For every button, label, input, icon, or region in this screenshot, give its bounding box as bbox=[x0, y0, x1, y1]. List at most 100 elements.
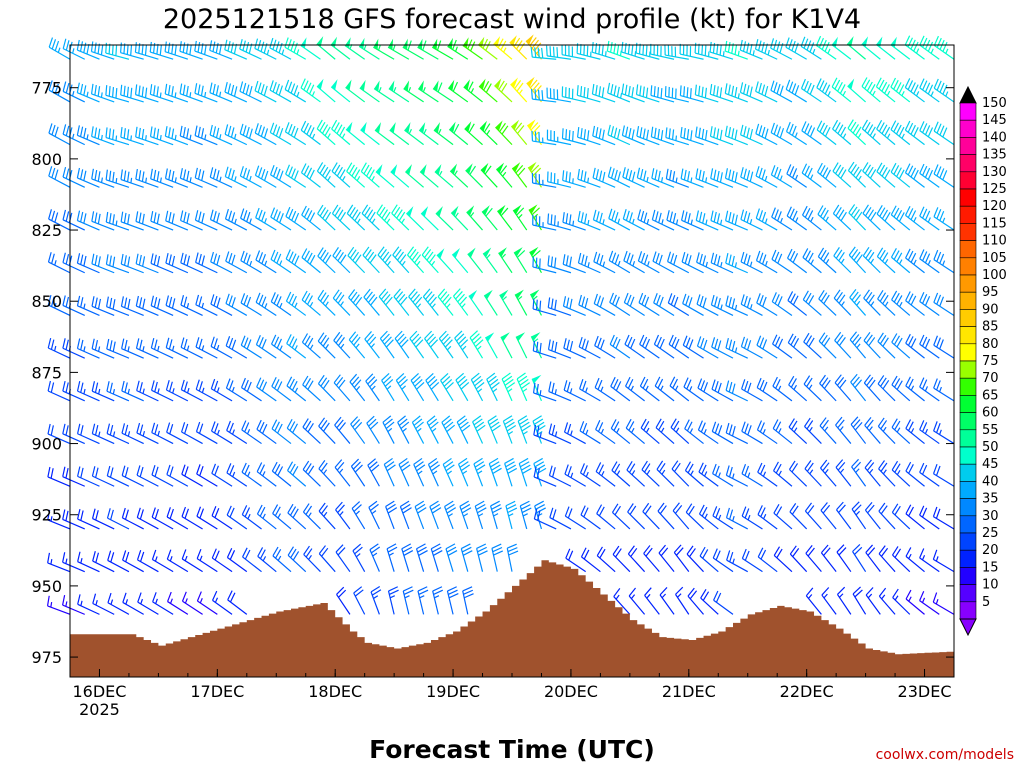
barb-shaft bbox=[488, 463, 498, 487]
wind-barb bbox=[696, 336, 719, 359]
barb-half-feather bbox=[201, 345, 205, 351]
barb-half-feather bbox=[747, 472, 751, 478]
barb-feather bbox=[54, 212, 59, 223]
barb-feather bbox=[862, 162, 869, 172]
barb-feather bbox=[469, 330, 479, 339]
barb-feather bbox=[164, 126, 168, 137]
barb-half-feather bbox=[827, 48, 831, 54]
barb-half-feather bbox=[749, 304, 753, 310]
barb-feather bbox=[135, 338, 140, 349]
barb-feather bbox=[740, 294, 745, 305]
wind-barb bbox=[622, 167, 645, 188]
barb-shaft bbox=[770, 47, 793, 60]
barb-feather bbox=[628, 85, 631, 97]
barb-feather bbox=[243, 294, 249, 305]
barb-feather bbox=[62, 338, 66, 349]
barb-feather bbox=[396, 333, 405, 342]
barb-feather bbox=[597, 337, 602, 348]
barb-feather bbox=[109, 340, 113, 351]
colorbar-swatch bbox=[959, 395, 977, 413]
barb-shaft bbox=[179, 50, 203, 60]
barb-feather bbox=[772, 419, 779, 429]
barb-feather bbox=[686, 87, 689, 98]
barb-shaft bbox=[254, 47, 277, 60]
barb-feather bbox=[520, 382, 531, 389]
barb-shaft bbox=[847, 85, 866, 103]
barb-feather bbox=[453, 288, 461, 297]
barb-feather bbox=[838, 294, 846, 304]
wind-barb bbox=[697, 378, 719, 402]
barb-feather bbox=[867, 124, 874, 134]
wind-barb bbox=[76, 253, 100, 274]
barb-feather bbox=[613, 588, 621, 597]
barb-half-feather bbox=[634, 51, 637, 57]
barb-feather bbox=[631, 171, 636, 182]
wind-barb bbox=[91, 423, 115, 445]
barb-half-feather bbox=[142, 388, 145, 394]
barb-half-feather bbox=[125, 599, 129, 605]
barb-feather bbox=[157, 298, 161, 309]
wind-barb bbox=[699, 546, 719, 573]
barb-feather bbox=[905, 376, 911, 387]
barb-feather bbox=[837, 209, 845, 219]
barb-feather bbox=[658, 254, 663, 265]
barb-feather bbox=[641, 336, 648, 347]
barb-shaft bbox=[411, 422, 425, 444]
barb-feather bbox=[592, 125, 596, 137]
barb-feather bbox=[352, 461, 361, 470]
barb-feather bbox=[644, 505, 652, 515]
barb-feather bbox=[261, 381, 268, 392]
barb-shaft bbox=[48, 132, 71, 146]
wind-barb bbox=[77, 594, 100, 615]
barb-feather bbox=[97, 171, 101, 182]
barb-feather bbox=[668, 128, 671, 139]
wind-barb bbox=[377, 246, 395, 274]
barb-feather bbox=[654, 211, 659, 222]
barb-feather bbox=[847, 161, 855, 171]
wind-barb bbox=[713, 590, 734, 615]
barb-feather bbox=[47, 423, 51, 435]
barb-feather bbox=[47, 552, 51, 564]
barb-feather bbox=[613, 421, 620, 431]
wind-barb bbox=[851, 458, 867, 487]
barb-feather bbox=[597, 422, 604, 432]
barb-feather bbox=[612, 336, 618, 347]
barb-feather bbox=[397, 415, 406, 423]
wind-barb bbox=[346, 204, 366, 231]
barb-feather bbox=[910, 82, 916, 92]
barb-feather bbox=[932, 506, 938, 517]
barb-feather bbox=[849, 331, 858, 341]
barb-shaft bbox=[210, 303, 233, 316]
barb-shaft bbox=[366, 422, 380, 444]
barb-feather bbox=[180, 379, 185, 390]
barb-feather bbox=[580, 547, 587, 558]
barb-feather bbox=[91, 126, 94, 137]
barb-shaft bbox=[625, 385, 645, 402]
barb-shaft bbox=[788, 426, 808, 444]
barb-feather bbox=[106, 296, 109, 307]
barb-feather bbox=[504, 457, 514, 464]
barb-feather bbox=[429, 500, 439, 508]
barb-shaft bbox=[166, 474, 189, 487]
barb-feather bbox=[289, 421, 296, 431]
wind-barb bbox=[505, 500, 518, 530]
barb-feather bbox=[709, 41, 712, 53]
barb-feather bbox=[353, 336, 361, 346]
wind-barb bbox=[878, 587, 896, 615]
x-tick-label: 21DEC bbox=[662, 682, 716, 701]
barb-shaft bbox=[165, 220, 189, 231]
barb-feather bbox=[231, 297, 236, 308]
barb-feather bbox=[864, 459, 872, 469]
wind-barb bbox=[724, 125, 748, 146]
wind-barb bbox=[548, 465, 572, 487]
barb-feather bbox=[458, 378, 468, 387]
wind-barb bbox=[771, 207, 793, 231]
barb-half-feather bbox=[155, 598, 158, 604]
barb-half-feather bbox=[704, 513, 708, 519]
barb-feather bbox=[493, 550, 504, 556]
barb-feather bbox=[704, 129, 708, 141]
wind-barb bbox=[301, 333, 321, 359]
barb-feather bbox=[804, 123, 810, 134]
barb-half-feather bbox=[184, 555, 188, 562]
barb-feather bbox=[258, 209, 263, 220]
